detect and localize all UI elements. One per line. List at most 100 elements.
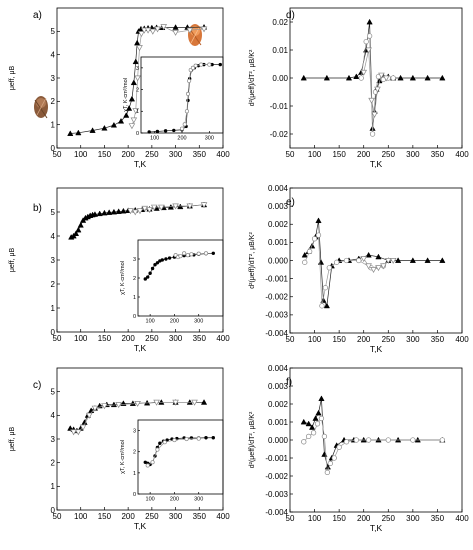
data-point (89, 127, 96, 133)
data-point (101, 403, 108, 410)
data-point (318, 415, 325, 422)
y-tick-label: -0.003 (265, 311, 288, 320)
data-point (370, 267, 377, 273)
data-point (439, 74, 446, 81)
x-tick-label: 100 (308, 514, 322, 523)
data-point (134, 400, 141, 407)
data-point (308, 424, 316, 430)
x-tick-label: 100 (308, 150, 322, 159)
series-triangle-open-down (360, 47, 390, 118)
y-tick-label: -0.001 (265, 274, 288, 283)
data-point (369, 131, 376, 137)
data-point (305, 420, 312, 427)
data-point (368, 97, 375, 104)
data-point (439, 257, 446, 263)
y-tick-label: 2 (136, 87, 139, 93)
chart-deriv-e: 50 100 150 200 250 300 350 400 -0.004 -0.003 -0.00… (249, 184, 469, 354)
data-point (365, 263, 372, 270)
panel-label: d) (286, 10, 295, 21)
data-point (163, 129, 168, 133)
x-tick-label: 350 (431, 150, 445, 159)
x-tick-label: 50 (53, 512, 62, 521)
data-point (390, 75, 396, 81)
x-axis-label: T,K (370, 523, 383, 533)
data-point (315, 232, 322, 238)
data-point (200, 26, 208, 33)
x-tick-label: 200 (357, 150, 371, 159)
series-line (149, 64, 221, 133)
x-tick-label: 400 (455, 514, 469, 523)
plot-frame (137, 419, 224, 495)
data-point (199, 62, 204, 67)
data-point (67, 425, 74, 431)
y-tick-label: 4 (51, 411, 56, 420)
data-point (200, 202, 208, 209)
data-point (397, 74, 404, 81)
data-point (383, 75, 390, 82)
data-point (150, 460, 155, 465)
data-point (75, 226, 82, 233)
data-point (75, 429, 82, 436)
data-point (389, 257, 397, 264)
data-point (128, 95, 136, 102)
data-point (385, 437, 391, 443)
y-tick-label: 5 (51, 27, 56, 36)
data-point (317, 259, 325, 265)
y-tick-label: 0 (136, 131, 139, 137)
chart-main-c: 50 100 150 200 250 300 350 400 0 1 2 3 4 5 T,K μeff, μB… (9, 367, 230, 531)
series-line (303, 417, 443, 473)
y-tick-label: -0.004 (265, 329, 288, 338)
data-point (300, 418, 307, 425)
data-point (424, 257, 431, 263)
data-point (375, 253, 382, 260)
y-tick-label: 3 (51, 74, 56, 83)
series-line (73, 401, 195, 433)
x-tick-label: 100 (146, 319, 155, 325)
y-tick-label: 0.002 (268, 400, 289, 409)
data-point (312, 415, 319, 421)
chart-inset-a: 100 200 300 0 1 2 3 χT, K·cm³/mol (123, 56, 224, 142)
data-point (91, 405, 99, 412)
panel-label: b) (33, 203, 42, 214)
x-tick-label: 250 (382, 150, 396, 159)
data-point (149, 28, 157, 35)
y-axis-label: d²(μeff)/dT², μB/K² (249, 49, 256, 106)
data-point (343, 439, 350, 445)
data-point (72, 230, 80, 237)
data-point (439, 437, 445, 443)
data-point (125, 105, 133, 111)
x-axis-label: T,K (134, 159, 147, 169)
data-point (182, 251, 187, 256)
x-tick-label: 300 (406, 335, 420, 344)
data-point (134, 75, 141, 82)
series-line (181, 64, 210, 129)
data-point (302, 259, 308, 265)
data-point (146, 207, 153, 214)
data-point (187, 78, 192, 83)
data-point (167, 203, 174, 210)
y-tick-label: 0.001 (268, 238, 289, 247)
y-tick-label: -0.002 (265, 293, 288, 302)
y-tick-label: 0.02 (272, 18, 288, 27)
data-point (211, 251, 215, 255)
y-tick-label: 0.003 (268, 382, 289, 391)
y-axis-label: χT, K·cm³/mol (120, 261, 126, 295)
y-tick-label: 0.01 (272, 46, 288, 55)
data-point (336, 444, 342, 450)
data-point (315, 217, 322, 224)
data-point (128, 123, 136, 130)
data-point (115, 402, 122, 409)
data-point (196, 251, 201, 256)
data-point (75, 129, 82, 136)
data-point (384, 257, 392, 264)
data-point (164, 257, 168, 261)
data-point (130, 79, 137, 86)
x-tick-label: 150 (98, 334, 112, 343)
data-point (322, 285, 329, 291)
x-tick-label: 100 (146, 497, 155, 503)
data-point (110, 401, 118, 408)
data-point (323, 74, 330, 81)
data-point (358, 75, 364, 81)
series-line (304, 234, 384, 306)
